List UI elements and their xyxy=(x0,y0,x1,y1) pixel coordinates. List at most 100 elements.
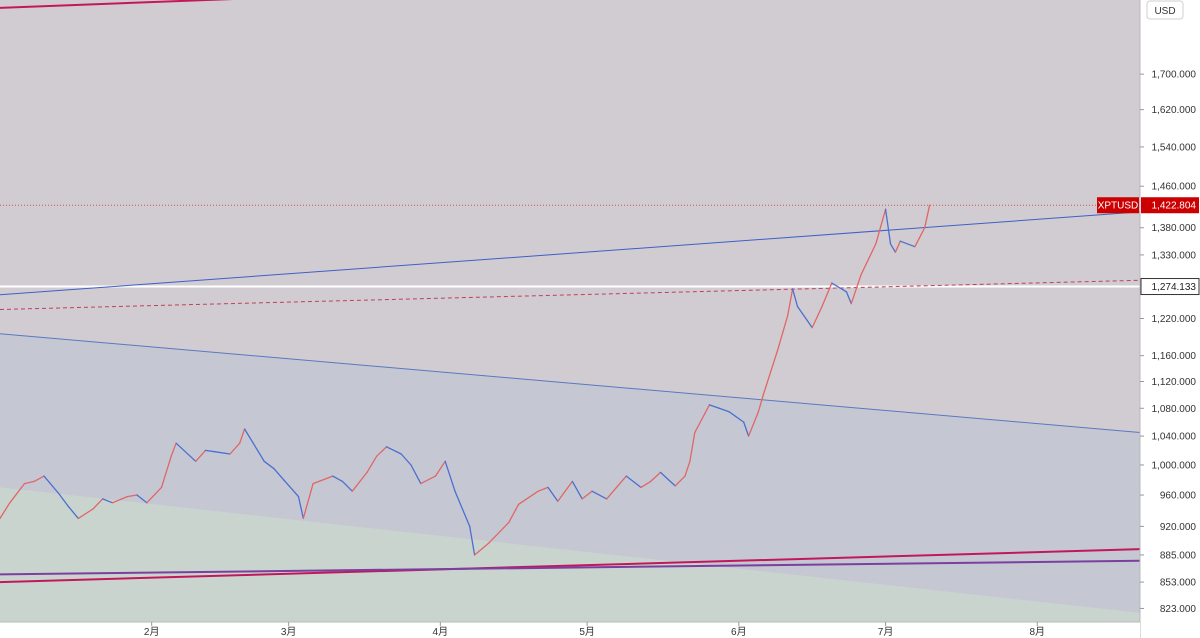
trend-line-1[interactable] xyxy=(0,279,1141,311)
price-segment xyxy=(43,475,60,495)
price-segment xyxy=(444,460,456,492)
last-price-badge xyxy=(1141,197,1199,214)
level-badge xyxy=(1140,278,1200,296)
level-badge-label: 1,274.133 xyxy=(1152,282,1197,293)
price-segment xyxy=(517,490,539,505)
price-segment xyxy=(684,460,691,477)
price-segment xyxy=(674,475,686,487)
price-segment xyxy=(23,480,35,485)
price-segment xyxy=(385,446,402,455)
price-segment xyxy=(366,455,378,474)
price-segment xyxy=(581,490,593,500)
price-segment xyxy=(175,442,197,462)
price-axis-ticks: 1,700.000 1,620.000 1,540.000 1,460.000 1,38… xyxy=(1140,70,1196,615)
currency-label: USD xyxy=(1154,6,1175,17)
price-segment xyxy=(214,451,231,455)
price-segment xyxy=(170,442,177,457)
price-segment xyxy=(146,486,163,504)
horizontal-lines xyxy=(0,204,1140,288)
price-segment xyxy=(111,495,128,504)
price-tick-label: 853.000 xyxy=(1160,578,1197,589)
price-series xyxy=(0,204,931,556)
price-segment xyxy=(875,208,887,245)
trend-line-4[interactable] xyxy=(0,559,1141,576)
price-segment xyxy=(376,446,388,457)
trend-line-2[interactable] xyxy=(0,333,1141,434)
time-tick-label: 4月 xyxy=(433,626,449,638)
price-segment xyxy=(831,282,848,293)
price-segment xyxy=(787,288,794,317)
price-segment xyxy=(762,348,779,396)
price-segment xyxy=(273,468,285,481)
price-segment xyxy=(508,503,520,524)
price-segment xyxy=(728,411,745,423)
price-segment xyxy=(239,428,246,444)
price-segment xyxy=(9,482,26,504)
price-badges: 1,274.133 1,422.804 XPTUSD xyxy=(1097,197,1200,296)
price-axis-panel[interactable] xyxy=(1140,0,1200,638)
time-axis-panel[interactable] xyxy=(0,622,1140,638)
trend-line-0[interactable] xyxy=(0,211,1141,296)
price-segment xyxy=(454,490,471,528)
price-segment xyxy=(243,428,265,462)
price-segment xyxy=(650,471,662,483)
price-segment xyxy=(860,243,877,276)
price-segment xyxy=(606,486,618,500)
price-segment xyxy=(708,404,720,409)
price-segment xyxy=(229,442,241,455)
symbol-badge xyxy=(1097,197,1139,214)
price-segment xyxy=(845,291,852,305)
symbol-label: XPTUSD xyxy=(1098,201,1139,212)
price-segment xyxy=(821,282,833,308)
price-segment xyxy=(341,480,353,492)
price-segment xyxy=(694,404,711,434)
time-tick-label: 2月 xyxy=(144,626,160,638)
time-tick-label: 8月 xyxy=(1029,626,1045,638)
shaded-region-0 xyxy=(0,333,1140,613)
price-tick-label: 1,160.000 xyxy=(1152,351,1197,362)
time-axis-ticks: 2月 3月 4月 5月 6月 7月 8月 xyxy=(144,622,1045,638)
price-tick-label: 1,120.000 xyxy=(1152,377,1197,388)
trend-line-3[interactable] xyxy=(0,548,1141,584)
price-tick-label: 823.000 xyxy=(1160,604,1197,615)
price-segment xyxy=(312,475,334,485)
price-segment xyxy=(884,208,892,245)
price-segment xyxy=(747,411,760,437)
price-segment xyxy=(659,471,676,487)
price-segment xyxy=(332,475,344,483)
price-segment xyxy=(571,480,583,500)
price-segment xyxy=(718,407,730,413)
price-segment xyxy=(283,479,300,498)
price-segment xyxy=(33,475,45,483)
price-segment xyxy=(102,498,114,504)
price-tick-label: 885.000 xyxy=(1160,550,1197,561)
price-segment xyxy=(263,460,275,470)
price-segment xyxy=(591,490,608,500)
price-segment xyxy=(640,480,652,489)
price-segment xyxy=(351,471,368,492)
price-segment xyxy=(547,486,559,502)
time-tick-label: 6月 xyxy=(731,626,747,638)
price-tick-label: 1,620.000 xyxy=(1152,105,1197,116)
price-segment xyxy=(77,508,94,520)
price-segment xyxy=(777,314,789,350)
price-segment xyxy=(557,480,574,502)
price-segment xyxy=(302,482,314,520)
price-segment xyxy=(757,394,764,413)
price-tick-label: 1,220.000 xyxy=(1152,314,1197,325)
price-segment xyxy=(0,502,11,520)
price-segment xyxy=(136,494,148,504)
price-segment xyxy=(58,492,70,508)
last-price-label: 1,422.804 xyxy=(1152,201,1197,212)
price-segment xyxy=(204,449,216,453)
price-tick-label: 1,080.000 xyxy=(1152,404,1197,415)
price-segment xyxy=(899,240,916,248)
trend-line-5[interactable] xyxy=(0,0,514,9)
currency-badge: USD xyxy=(1146,0,1184,20)
price-segment xyxy=(791,288,799,308)
price-segment xyxy=(615,475,627,489)
trend-lines[interactable] xyxy=(0,0,1141,584)
shaded-regions xyxy=(0,333,1140,630)
